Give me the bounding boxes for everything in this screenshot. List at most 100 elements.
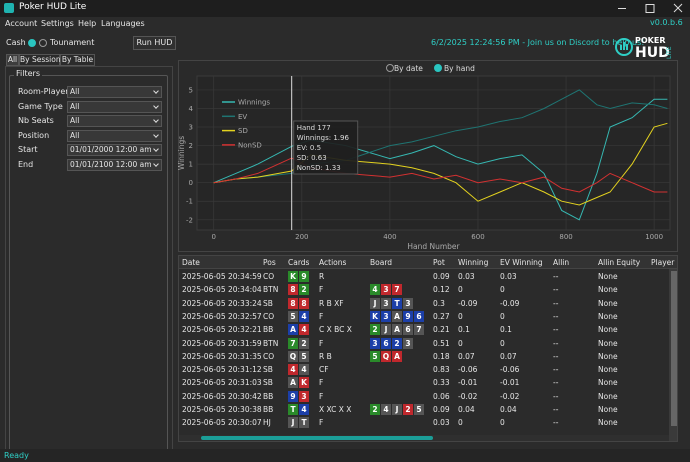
card: 4 bbox=[370, 284, 380, 296]
y-tick-label: 5 bbox=[189, 86, 193, 94]
cell: 0.83 bbox=[433, 365, 450, 375]
status-message[interactable]: 6/2/2025 12:24:56 PM - Join us on Discor… bbox=[431, 38, 645, 47]
vertical-scroll-thumb[interactable] bbox=[671, 271, 677, 426]
horizontal-scroll-thumb[interactable] bbox=[201, 436, 433, 440]
cell: 0 bbox=[500, 418, 505, 428]
card: 3 bbox=[403, 297, 413, 309]
column-header[interactable]: Board bbox=[370, 258, 393, 267]
cell: 0.03 bbox=[433, 418, 450, 428]
column-header[interactable]: EV Winning bbox=[500, 258, 543, 267]
cell: 2025-06-05 20:30:42 bbox=[182, 391, 262, 401]
title-bar bbox=[0, 0, 690, 17]
card: 3 bbox=[381, 310, 391, 322]
cell: 0.33 bbox=[433, 378, 450, 388]
column-header[interactable]: Cards bbox=[288, 258, 310, 267]
card: 3 bbox=[381, 284, 391, 296]
column-header[interactable]: Pot bbox=[433, 258, 445, 267]
cell: F bbox=[319, 285, 324, 295]
radio-button[interactable] bbox=[434, 64, 442, 72]
radio-button[interactable] bbox=[386, 64, 394, 72]
logo-line2: HUD bbox=[635, 45, 670, 61]
card: T bbox=[299, 417, 309, 429]
filter-label: Position bbox=[18, 130, 50, 140]
cell: -- bbox=[553, 351, 559, 361]
mode-option[interactable]: Cash bbox=[6, 38, 26, 47]
dropdown[interactable]: 01/01/2000 12:00 am bbox=[67, 144, 162, 156]
column-header[interactable]: Allin bbox=[553, 258, 570, 267]
card: 6 bbox=[414, 310, 424, 322]
y-tick-label: 4 bbox=[189, 105, 194, 113]
card: 4 bbox=[299, 364, 309, 376]
card: 5 bbox=[288, 310, 298, 322]
card: 2 bbox=[392, 337, 402, 349]
view-option[interactable]: By hand bbox=[444, 64, 475, 73]
column-header[interactable]: Winning bbox=[458, 258, 489, 267]
menu-item[interactable]: Help bbox=[78, 19, 97, 28]
radio-button[interactable] bbox=[28, 39, 36, 47]
card: 2 bbox=[299, 284, 309, 296]
cell: R B bbox=[319, 351, 332, 361]
cell: C X BC X bbox=[319, 325, 352, 335]
column-header[interactable]: Pos bbox=[263, 258, 276, 267]
mode-option[interactable]: Tounament bbox=[50, 38, 95, 47]
hand-table: Date Pos Cards Actions Board Pot Winning EV Win… bbox=[178, 255, 678, 442]
legend-label: Winnings bbox=[238, 99, 270, 107]
card: 4 bbox=[299, 310, 309, 322]
cell: None bbox=[598, 405, 618, 414]
card: Q bbox=[288, 350, 298, 362]
window-controls[interactable] bbox=[600, 0, 690, 17]
column-header[interactable]: Actions bbox=[319, 258, 347, 267]
logo-line3: LITE bbox=[666, 46, 673, 59]
menu-item[interactable]: Languages bbox=[101, 19, 145, 28]
cell: 0 bbox=[458, 311, 463, 321]
tab[interactable]: By Session bbox=[19, 54, 61, 66]
dropdown[interactable]: All bbox=[67, 86, 162, 98]
cell: F bbox=[319, 338, 324, 348]
cell: None bbox=[598, 285, 618, 295]
view-option[interactable]: By date bbox=[394, 64, 423, 73]
cell: 0.51 bbox=[433, 338, 450, 348]
cell: None bbox=[598, 378, 618, 388]
cell: 0 bbox=[500, 311, 505, 321]
menu-item[interactable]: Account bbox=[5, 19, 38, 28]
chart: -2 -1 0 1 2 3 4 5 0 200 400 600 800 1000 Hand Number Wi… bbox=[178, 64, 671, 251]
dropdown[interactable]: All bbox=[67, 115, 162, 127]
column-header[interactable]: Allin Equity bbox=[598, 258, 641, 267]
x-tick-label: 1000 bbox=[645, 233, 663, 241]
cell: -- bbox=[553, 365, 559, 375]
cell: BTN bbox=[263, 285, 279, 295]
cell: 0.21 bbox=[433, 325, 450, 335]
dropdown[interactable]: All bbox=[67, 100, 162, 113]
tooltip-line: Winnings: 1.96 bbox=[297, 134, 350, 142]
cell: -- bbox=[553, 391, 559, 401]
x-axis-label: Hand Number bbox=[407, 242, 460, 251]
card: 4 bbox=[299, 404, 309, 415]
card: A bbox=[288, 324, 298, 336]
radio-button[interactable] bbox=[39, 39, 47, 47]
cell: 0.03 bbox=[458, 272, 475, 281]
card: 5 bbox=[370, 350, 380, 362]
run-hud-button[interactable]: Run HUD bbox=[133, 36, 176, 50]
cell: R bbox=[319, 272, 325, 281]
card: 4 bbox=[381, 404, 391, 415]
app-icon bbox=[4, 3, 14, 13]
filter-label: Nb Seats bbox=[18, 116, 54, 125]
column-header[interactable]: Player bbox=[651, 258, 675, 267]
menu-item[interactable]: Settings bbox=[41, 19, 74, 28]
dropdown[interactable]: 01/01/2100 12:00 am bbox=[67, 158, 162, 171]
tab[interactable]: All bbox=[6, 54, 19, 66]
column-header[interactable]: Date bbox=[182, 258, 200, 267]
dropdown[interactable]: All bbox=[67, 129, 162, 142]
plot-area bbox=[196, 75, 671, 231]
card: Q bbox=[381, 350, 391, 362]
tab[interactable]: By Table bbox=[60, 54, 95, 66]
cell: 0.1 bbox=[458, 325, 470, 335]
cell: R B XF bbox=[319, 298, 344, 308]
cell: 2025-06-05 20:32:21 bbox=[182, 325, 262, 335]
cell: 2025-06-05 20:31:59 bbox=[182, 338, 262, 348]
filter-label: Room-Player bbox=[18, 87, 69, 96]
window-title: Poker HUD Lite bbox=[19, 2, 87, 12]
cell: CF bbox=[319, 365, 329, 375]
cell: 0 bbox=[458, 285, 463, 295]
dropdown-value: All bbox=[70, 116, 80, 125]
